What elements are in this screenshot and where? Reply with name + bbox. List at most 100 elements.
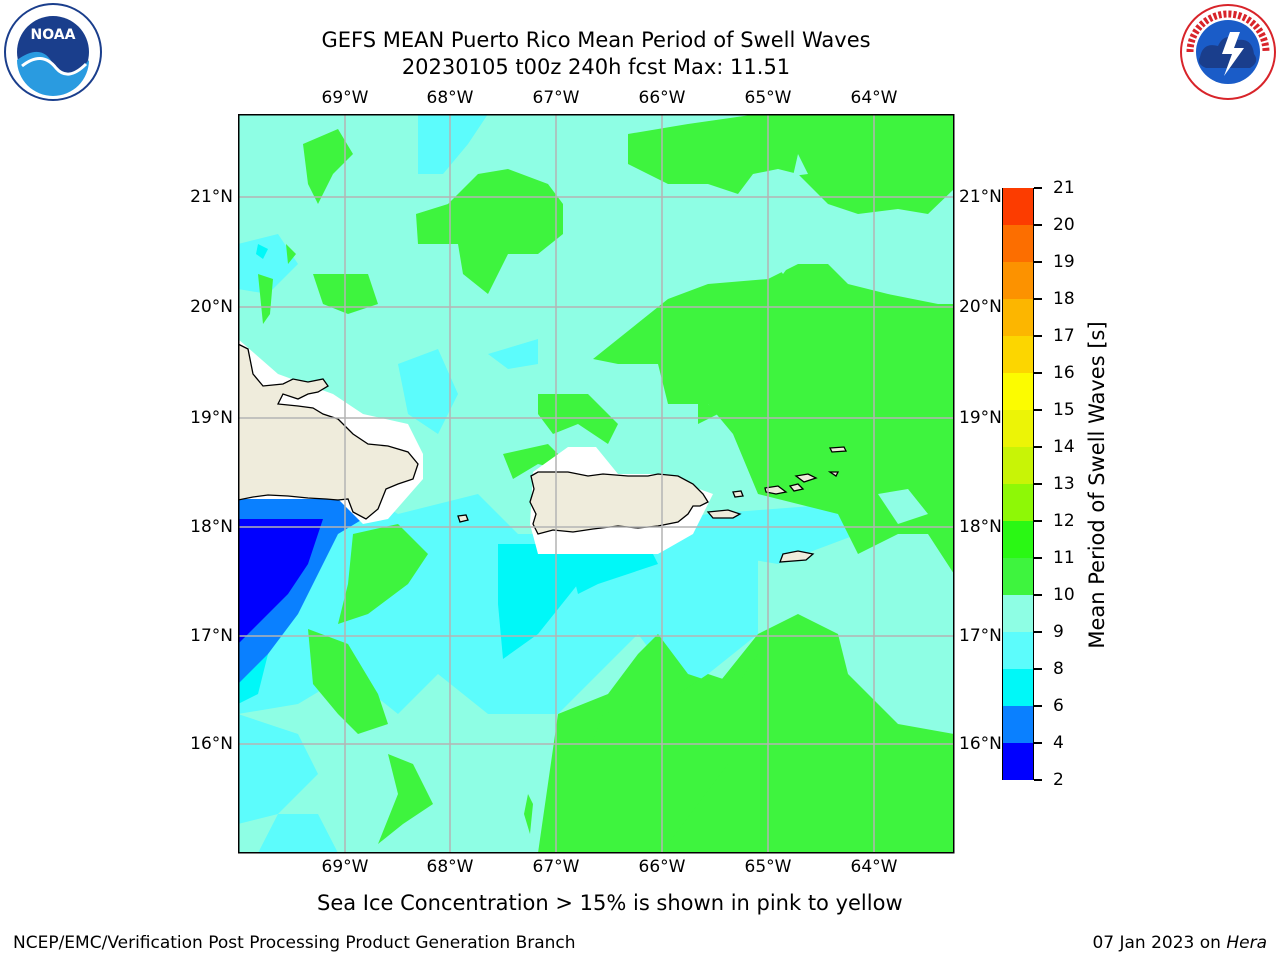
colorbar-tick-mark — [1034, 372, 1042, 374]
noaa-logo-text: NOAA — [31, 27, 76, 43]
colorbar-tick-mark — [1034, 224, 1042, 226]
footer-host: Hera — [1226, 933, 1267, 953]
tortola — [794, 473, 818, 483]
colorbar-segment — [1003, 705, 1033, 743]
colorbar-segment — [1003, 372, 1033, 410]
saint-thomas — [764, 485, 788, 495]
small-islands — [827, 471, 840, 477]
colorbar-segment — [1003, 742, 1033, 780]
lat-tick-right: 20°N — [959, 297, 1002, 317]
anegada — [828, 446, 848, 453]
lat-tick-left: 19°N — [190, 408, 233, 428]
colorbar-segment — [1003, 298, 1033, 336]
lat-tick-right: 18°N — [959, 517, 1002, 537]
swell-field-10-11s — [258, 114, 954, 853]
colorbar-segment — [1003, 594, 1033, 632]
colorbar-tick-label: 11 — [1053, 548, 1075, 568]
colorbar-segment — [1003, 631, 1033, 669]
colorbar-tick-mark — [1034, 335, 1042, 337]
lon-tick-top: 64°W — [850, 88, 898, 108]
colorbar-tick-mark — [1034, 446, 1042, 448]
colorbar-tick-mark — [1034, 631, 1042, 633]
mona-island — [457, 514, 469, 523]
colorbar-tick-label: 13 — [1053, 474, 1075, 494]
footer-branch: NCEP/EMC/Verification Post Processing Pr… — [13, 933, 576, 953]
colorbar-segment — [1003, 261, 1033, 299]
saint-croix — [779, 550, 815, 563]
noaa-logo: NOAA — [4, 3, 102, 101]
colorbar-tick-label: 12 — [1053, 511, 1075, 531]
nws-logo — [1180, 4, 1276, 100]
footer-date-text: 07 Jan 2023 on — [1092, 933, 1227, 953]
lat-tick-right: 21°N — [959, 187, 1002, 207]
colorbar-tick-label: 15 — [1053, 400, 1075, 420]
chart-title: GEFS MEAN Puerto Rico Mean Period of Swe… — [321, 28, 871, 52]
colorbar-segment — [1003, 483, 1033, 521]
lon-tick-bottom: 66°W — [638, 857, 686, 877]
lon-tick-bottom: 64°W — [850, 857, 898, 877]
colorbar — [1002, 187, 1034, 780]
colorbar-tick-label: 20 — [1053, 215, 1075, 235]
colorbar-tick-mark — [1034, 557, 1042, 559]
lon-tick-top: 67°W — [532, 88, 580, 108]
lon-tick-top: 69°W — [321, 88, 369, 108]
land — [238, 343, 848, 563]
lat-tick-right: 16°N — [959, 734, 1002, 754]
lat-tick-left: 20°N — [190, 297, 233, 317]
swell-field-2-4s — [238, 519, 323, 644]
lon-tick-top: 66°W — [638, 88, 686, 108]
colorbar-tick-label: 16 — [1053, 363, 1075, 383]
lat-tick-left: 18°N — [190, 517, 233, 537]
lat-tick-left: 16°N — [190, 734, 233, 754]
colorbar-tick-mark — [1034, 483, 1042, 485]
lat-tick-left: 17°N — [190, 626, 233, 646]
colorbar-tick-label: 10 — [1053, 585, 1075, 605]
colorbar-tick-mark — [1034, 779, 1042, 781]
footer-date: 07 Jan 2023 on Hera — [1092, 933, 1267, 953]
colorbar-tick-label: 18 — [1053, 289, 1075, 309]
lon-tick-top: 65°W — [744, 88, 792, 108]
colorbar-tick-mark — [1034, 742, 1042, 744]
swell-period-map — [238, 114, 955, 854]
swell-field-6-8s — [238, 244, 658, 704]
colorbar-segment — [1003, 409, 1033, 447]
colorbar-segment — [1003, 446, 1033, 484]
lon-tick-bottom: 69°W — [321, 857, 369, 877]
colorbar-tick-label: 8 — [1053, 659, 1064, 679]
colorbar-tick-label: 2 — [1053, 770, 1064, 790]
saint-john — [788, 483, 805, 492]
colorbar-tick-label: 19 — [1053, 252, 1075, 272]
colorbar-tick-label: 17 — [1053, 326, 1075, 346]
vieques — [706, 509, 742, 519]
colorbar-segment — [1003, 335, 1033, 373]
colorbar-label: Mean Period of Swell Waves [s] — [1085, 321, 1109, 649]
gridlines — [238, 114, 954, 853]
colorbar-segment — [1003, 557, 1033, 595]
lon-tick-top: 68°W — [426, 88, 474, 108]
colorbar-tick-mark — [1034, 520, 1042, 522]
colorbar-tick-label: 6 — [1053, 696, 1064, 716]
lon-tick-bottom: 65°W — [744, 857, 792, 877]
chart-subtitle-run: 20230105 t00z 240h fcst Max: 11.51 — [401, 55, 791, 79]
lat-tick-left: 21°N — [190, 187, 233, 207]
colorbar-tick-label: 21 — [1053, 178, 1075, 198]
map-frame — [238, 114, 955, 854]
lat-tick-right: 17°N — [959, 626, 1002, 646]
colorbar-tick-label: 4 — [1053, 733, 1064, 753]
colorbar-tick-label: 9 — [1053, 622, 1064, 642]
lon-tick-bottom: 67°W — [532, 857, 580, 877]
hispaniola — [238, 343, 419, 520]
puerto-rico — [529, 471, 709, 535]
colorbar-tick-label: 14 — [1053, 437, 1075, 457]
sea-ice-note: Sea Ice Concentration > 15% is shown in … — [317, 891, 903, 915]
colorbar-segment — [1003, 668, 1033, 706]
colorbar-tick-mark — [1034, 594, 1042, 596]
colorbar-tick-mark — [1034, 409, 1042, 411]
colorbar-segment — [1003, 520, 1033, 558]
lon-tick-bottom: 68°W — [426, 857, 474, 877]
colorbar-segment — [1003, 224, 1033, 262]
colorbar-tick-mark — [1034, 298, 1042, 300]
colorbar-tick-mark — [1034, 187, 1042, 189]
colorbar-tick-mark — [1034, 261, 1042, 263]
colorbar-segment — [1003, 187, 1033, 225]
